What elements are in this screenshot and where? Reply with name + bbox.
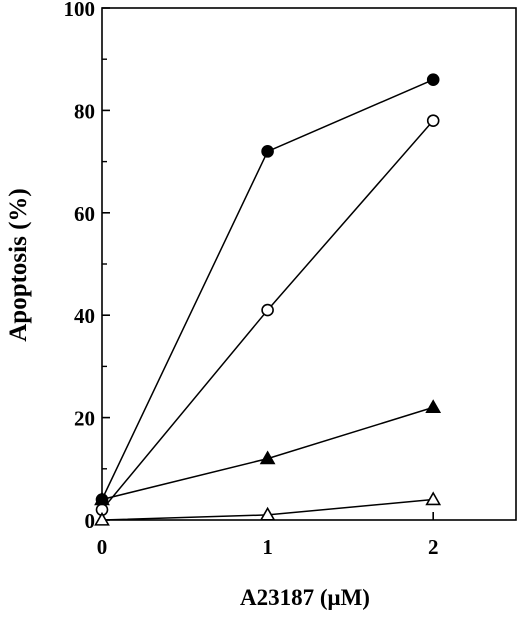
data-point-filled-circle <box>426 73 440 86</box>
data-point-open-triangle <box>425 491 442 506</box>
data-point-open-circle <box>261 303 274 317</box>
data-point-filled-circle <box>261 145 274 158</box>
series-markers <box>94 73 442 526</box>
data-point-filled-triangle <box>425 399 442 414</box>
y-tick-label: 100 <box>64 0 96 21</box>
plot-border <box>101 7 517 521</box>
data-point-open-triangle <box>94 511 110 526</box>
plot-frame <box>101 7 517 521</box>
data-point-open-circle <box>426 114 440 127</box>
x-tick-label: 0 <box>97 535 108 559</box>
data-point-filled-triangle <box>259 450 276 465</box>
data-point-filled-triangle <box>94 491 110 506</box>
x-tick-label: 1 <box>262 535 273 559</box>
y-tick-label: 0 <box>85 509 96 533</box>
x-tick-label: 2 <box>428 535 439 559</box>
y-tick-label: 80 <box>74 99 95 123</box>
axis-ticks: 0 20 40 60 80 100 0 1 2 <box>64 0 439 559</box>
y-axis-title: Apoptosis (%) <box>5 188 32 342</box>
data-point-open-triangle <box>259 506 276 521</box>
series-line-1 <box>101 79 434 500</box>
y-tick-label: 20 <box>74 407 95 431</box>
x-axis-title: A23187 (μM) <box>240 585 370 610</box>
y-tick-label: 40 <box>74 304 95 328</box>
y-tick-label: 60 <box>74 202 95 226</box>
